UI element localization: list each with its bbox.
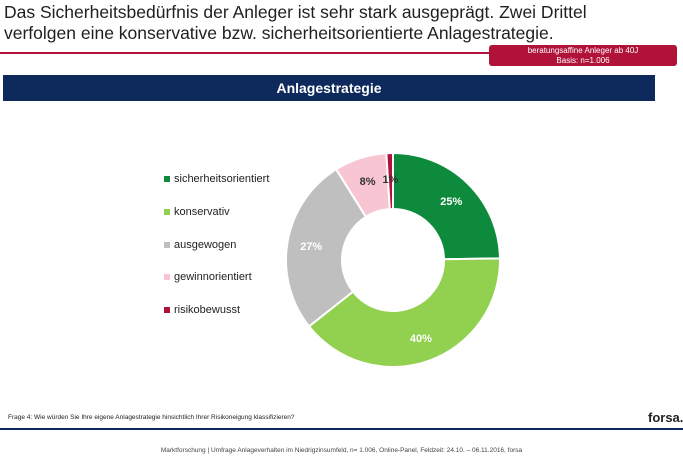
legend-swatch [164, 176, 170, 182]
slice-risikobewusst [385, 151, 394, 211]
headline-line-1: Das Sicherheitsbedürfnis der Anleger ist… [4, 2, 587, 22]
value-label-risikobewusst: 1% [383, 174, 399, 186]
section-title-bar: Anlagestrategie [3, 75, 655, 101]
value-label-ausgewogen: 27% [300, 241, 322, 253]
source-footnote: Marktforschung | Umfrage Anlageverhalten… [160, 447, 523, 454]
legend-label: konservativ [174, 205, 230, 218]
footer-divider [0, 428, 683, 430]
legend-label: ausgewogen [174, 238, 237, 251]
survey-question: Frage 4: Wie würden Sie Ihre eigene Anla… [8, 414, 295, 421]
header-divider [0, 52, 489, 54]
badge-sample-size: Basis: n=1.006 [556, 56, 610, 65]
legend-label: sicherheitsorientiert [174, 173, 270, 185]
value-label-gewinnorientiert: 8% [360, 176, 376, 188]
legend-label: risikobewusst [174, 304, 241, 317]
page-headline: Das Sicherheitsbedürfnis der Anleger ist… [4, 2, 674, 44]
legend-swatch [164, 241, 170, 248]
legend-swatch [164, 208, 170, 215]
headline-line-2: verfolgen eine konservative bzw. sicherh… [4, 23, 554, 43]
value-label-konservativ: 40% [410, 333, 432, 345]
value-label-sicherheitsorientiert: 25% [440, 196, 462, 208]
slice-konservativ [307, 257, 501, 368]
slice-sicherheitsorientiert [392, 151, 502, 261]
legend-swatch [164, 274, 170, 281]
slice-ausgewogen [285, 167, 368, 328]
legend-label: gewinnorientiert [174, 271, 252, 284]
legend-swatch [164, 307, 170, 314]
forsa-logo: forsa. [648, 410, 683, 425]
sample-basis-badge: beratungsaffine Anleger ab 40J Basis: n=… [489, 45, 677, 66]
badge-target-group: beratungsaffine Anleger ab 40J [527, 46, 639, 55]
